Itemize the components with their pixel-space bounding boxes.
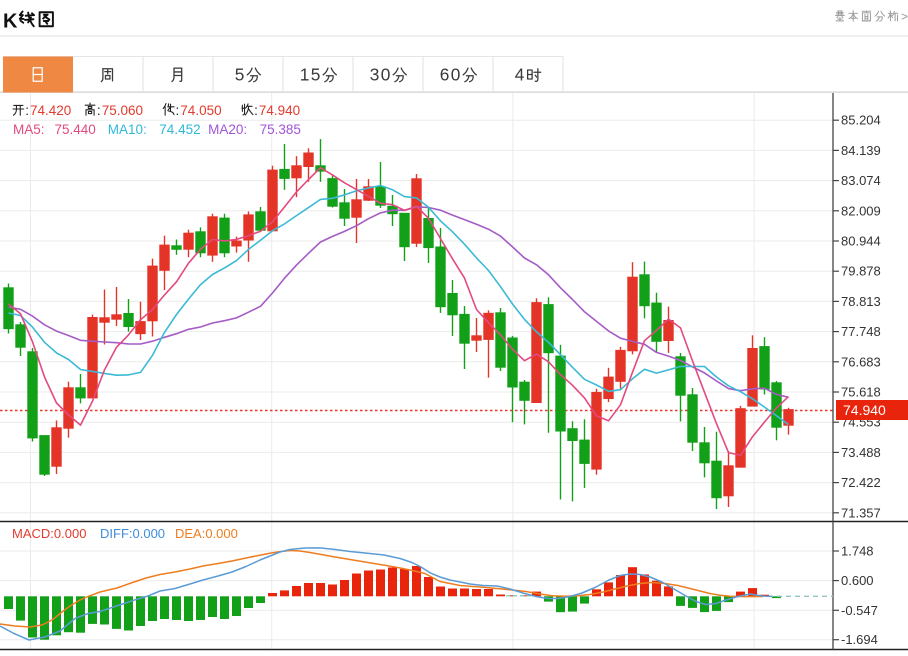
svg-text:-1.694: -1.694: [841, 632, 878, 647]
svg-text:0: 0: [381, 64, 391, 84]
svg-text:84.139: 84.139: [841, 143, 881, 158]
svg-text:75.618: 75.618: [841, 385, 881, 400]
svg-text:DEA:0.000: DEA:0.000: [175, 526, 238, 541]
svg-text:3: 3: [370, 64, 380, 84]
svg-text::: :: [176, 103, 180, 118]
svg-text:4: 4: [515, 64, 525, 84]
svg-text:1: 1: [300, 64, 310, 84]
svg-text:74.050: 74.050: [180, 103, 221, 118]
svg-text:5: 5: [235, 64, 245, 84]
svg-text:MA5:: MA5:: [13, 122, 45, 137]
svg-text:DIFF:0.000: DIFF:0.000: [100, 526, 165, 541]
svg-text:77.748: 77.748: [841, 324, 881, 339]
svg-text:74.452: 74.452: [159, 122, 200, 137]
svg-text:0.600: 0.600: [841, 573, 874, 588]
svg-text:MACD:0.000: MACD:0.000: [12, 526, 86, 541]
svg-text:>: >: [901, 10, 908, 24]
svg-text:0: 0: [451, 64, 461, 84]
svg-text:78.813: 78.813: [841, 294, 881, 309]
svg-text:5: 5: [311, 64, 321, 84]
svg-text::: :: [97, 103, 101, 118]
svg-text:MA10:: MA10:: [108, 122, 147, 137]
svg-text:79.878: 79.878: [841, 264, 881, 279]
svg-text:75.440: 75.440: [55, 122, 96, 137]
svg-text:80.944: 80.944: [841, 234, 881, 249]
svg-text::: :: [25, 103, 29, 118]
svg-text:75.385: 75.385: [260, 122, 301, 137]
svg-text:76.683: 76.683: [841, 354, 881, 369]
svg-text:85.204: 85.204: [841, 113, 881, 128]
svg-text:K: K: [3, 11, 18, 33]
svg-text:83.074: 83.074: [841, 173, 881, 188]
svg-text:74.940: 74.940: [259, 103, 300, 118]
svg-text:75.060: 75.060: [102, 103, 143, 118]
svg-text::: :: [254, 103, 258, 118]
svg-text:MA20:: MA20:: [208, 122, 247, 137]
svg-text:71.357: 71.357: [841, 505, 881, 520]
svg-text:74.420: 74.420: [30, 103, 71, 118]
svg-text:-0.547: -0.547: [841, 603, 878, 618]
svg-text:74.940: 74.940: [843, 402, 886, 418]
svg-text:73.488: 73.488: [841, 445, 881, 460]
svg-text:1.748: 1.748: [841, 544, 874, 559]
svg-text:72.422: 72.422: [841, 475, 881, 490]
svg-text:6: 6: [440, 64, 450, 84]
svg-text:82.009: 82.009: [841, 203, 881, 218]
